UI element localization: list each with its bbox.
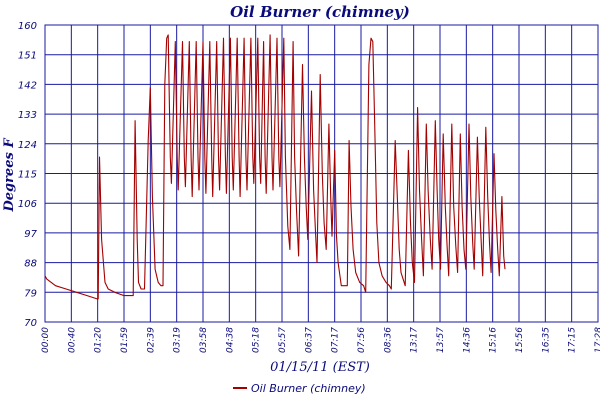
- y-tick-label: 160: [18, 21, 37, 32]
- x-tick-label: 14:36: [462, 327, 472, 353]
- x-tick-label: 07:17: [331, 327, 341, 353]
- x-tick-label: 17:15: [568, 327, 578, 353]
- y-tick-label: 124: [18, 140, 37, 151]
- x-tick-label: 15:16: [489, 327, 499, 353]
- y-tick-label: 70: [24, 318, 37, 329]
- x-tick-label: 01:59: [120, 327, 130, 353]
- x-tick-label: 17:28: [594, 327, 600, 353]
- x-tick-labels: 00:00 00:40 01:20 01:59 02:39 03:19 03:58 04:38…: [41, 327, 600, 353]
- legend-label: Oil Burner (chimney): [251, 382, 366, 395]
- y-tick-label: 115: [18, 170, 37, 181]
- x-tick-label: 00:40: [67, 327, 77, 353]
- x-tick-label: 06:37: [304, 327, 314, 353]
- x-tick-label: 04:38: [225, 327, 235, 353]
- x-tick-label: 07:56: [357, 327, 367, 353]
- x-tick-label: 05:18: [252, 327, 262, 353]
- x-tick-label: 13:17: [410, 327, 420, 353]
- y-tick-label: 88: [24, 259, 37, 270]
- chart-title: Oil Burner (chimney): [230, 3, 410, 21]
- grid: [44, 24, 599, 323]
- x-tick-label: 03:19: [173, 327, 183, 353]
- x-tick-label: 02:39: [146, 327, 156, 353]
- x-tick-label: 16:35: [541, 327, 551, 353]
- y-tick-labels: 70 79 88 97 106 115 124 133 142 151 160: [18, 21, 38, 329]
- y-tick-label: 133: [18, 110, 37, 121]
- x-tick-label: 15:56: [515, 327, 525, 353]
- y-tick-label: 79: [24, 288, 37, 299]
- y-tick-label: 142: [18, 80, 37, 91]
- y-tick-label: 151: [18, 51, 37, 62]
- x-tick-label: 05:57: [278, 327, 288, 353]
- series-line-oil-burner: [44, 34, 506, 300]
- x-tick-label: 13:57: [436, 327, 446, 353]
- series-layer: [44, 34, 506, 300]
- y-tick-label: 97: [24, 229, 37, 240]
- legend: Oil Burner (chimney): [233, 382, 366, 395]
- y-tick-label: 106: [18, 199, 37, 210]
- x-tick-label: 00:00: [41, 327, 51, 353]
- x-tick-label: 03:58: [199, 327, 209, 353]
- y-axis-title: Degrees F: [2, 138, 17, 213]
- x-axis-title: 01/15/11 (EST): [270, 360, 370, 375]
- x-tick-label: 01:20: [94, 327, 104, 353]
- x-tick-label: 08:36: [383, 327, 393, 353]
- plot-frame: [44, 24, 599, 323]
